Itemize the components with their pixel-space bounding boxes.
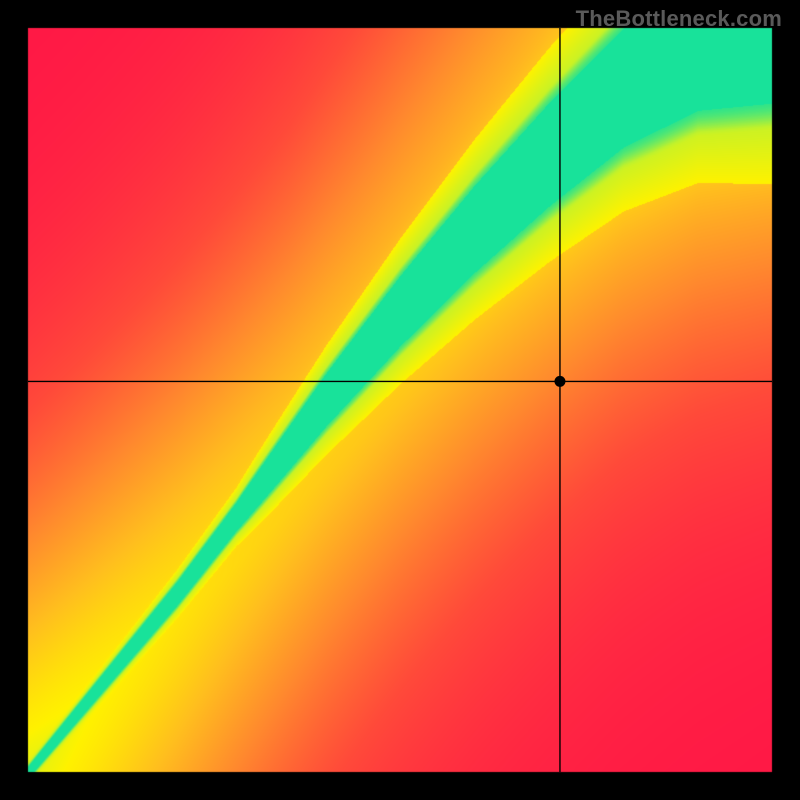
watermark-text: TheBottleneck.com: [576, 6, 782, 32]
figure-container: TheBottleneck.com: [0, 0, 800, 800]
bottleneck-heatmap: [0, 0, 800, 800]
